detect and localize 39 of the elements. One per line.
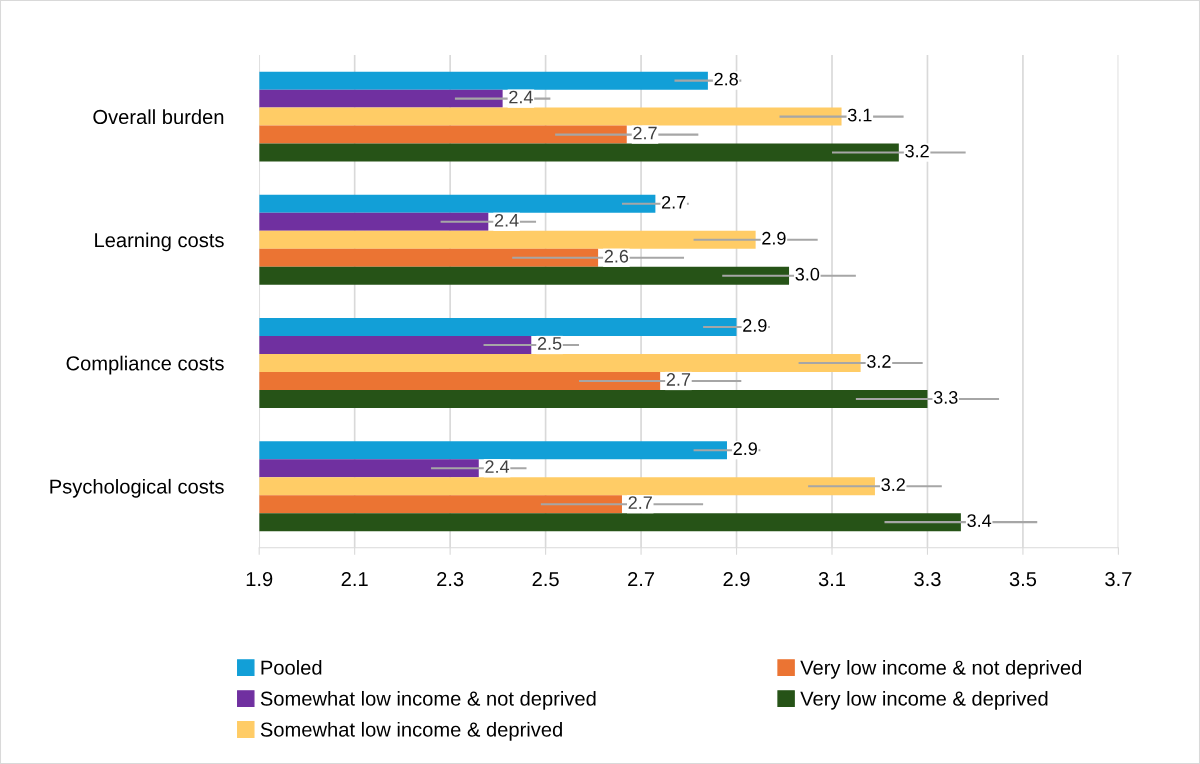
y-tick-label: Overall burden xyxy=(93,109,224,125)
legend-label: Very low income & deprived xyxy=(800,690,1048,710)
data-label: 3.1 xyxy=(847,108,872,122)
data-label: 2.4 xyxy=(485,460,510,473)
legend-label: Somewhat low income & not deprived xyxy=(260,690,596,710)
data-label: 2.7 xyxy=(628,496,652,509)
data-label: 3.2 xyxy=(867,355,891,368)
data-label: 2.5 xyxy=(537,337,562,350)
data-label: 2.9 xyxy=(762,231,786,245)
data-label: 3.4 xyxy=(967,514,992,528)
data-label: 3.2 xyxy=(905,144,929,158)
data-label: 2.9 xyxy=(733,442,757,456)
data-label: 3.2 xyxy=(881,478,905,492)
y-tick-label: Psychological costs xyxy=(50,478,224,498)
x-tick-label: 3.3 xyxy=(914,571,941,587)
x-tick-label: 3.7 xyxy=(1105,571,1132,587)
data-label: 2.4 xyxy=(494,213,519,227)
legend-label: Pooled xyxy=(261,659,322,675)
data-label: 2.8 xyxy=(714,72,738,86)
x-tick-label: 2.3 xyxy=(437,571,464,587)
x-tick-label: 2.1 xyxy=(341,571,368,586)
x-tick-label: 2.9 xyxy=(723,571,750,587)
data-label: 3.3 xyxy=(933,391,958,404)
y-tick-label: Learning costs xyxy=(95,232,224,252)
data-label: 2.6 xyxy=(604,249,629,263)
data-label: 2.7 xyxy=(633,126,657,140)
x-tick-label: 2.7 xyxy=(628,571,655,586)
data-label: 3.0 xyxy=(795,267,820,281)
legend-label: Somewhat low income & deprived xyxy=(260,721,562,741)
x-tick-label: 1.9 xyxy=(246,571,273,587)
x-tick-label: 3.1 xyxy=(818,571,846,587)
data-label: 2.4 xyxy=(509,90,533,104)
x-tick-label: 3.5 xyxy=(1009,571,1037,587)
y-tick-label: Compliance costs xyxy=(66,355,224,375)
data-label: 2.7 xyxy=(666,373,691,386)
data-label: 2.9 xyxy=(743,319,767,332)
legend-label: Very low income & not deprived xyxy=(800,659,1081,679)
x-tick-label: 2.5 xyxy=(532,571,559,587)
data-label: 2.7 xyxy=(662,195,686,209)
